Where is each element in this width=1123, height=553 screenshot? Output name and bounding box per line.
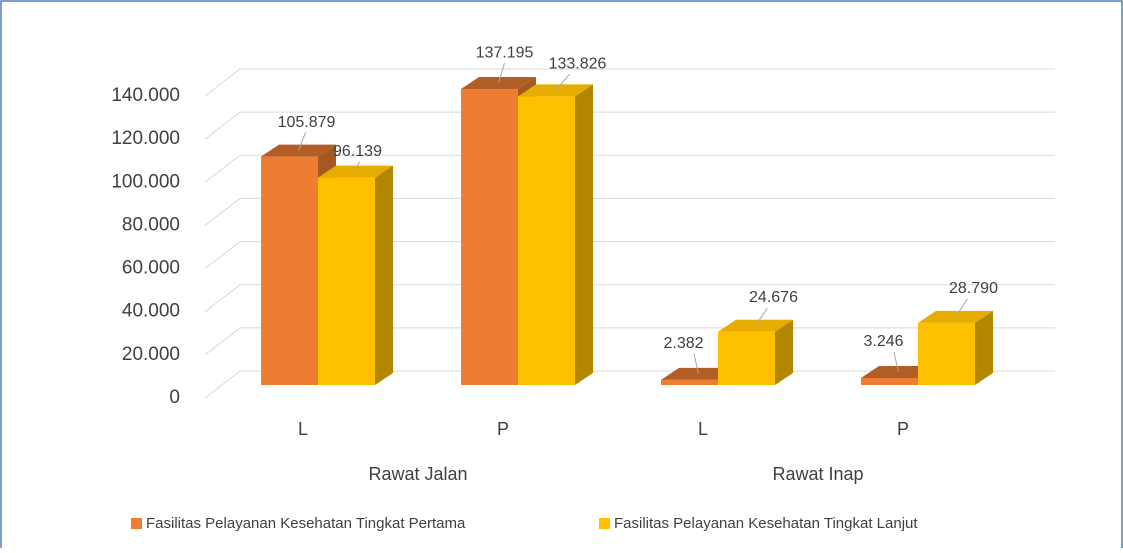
leader-line bbox=[555, 73, 570, 91]
grid-line bbox=[204, 241, 1055, 269]
x-tick-label: L bbox=[298, 419, 308, 439]
bar bbox=[518, 84, 593, 385]
x-tick-label: L bbox=[698, 419, 708, 439]
y-tick-label: 60.000 bbox=[122, 258, 180, 279]
bar-face bbox=[375, 165, 393, 385]
value-label: 105.879 bbox=[278, 114, 336, 131]
value-label: 24.676 bbox=[749, 289, 798, 306]
legend-label: Fasilitas Pelayanan Kesehatan Tingkat Pe… bbox=[146, 515, 466, 532]
leader-line bbox=[693, 353, 699, 374]
y-tick-label: 140.000 bbox=[111, 85, 180, 106]
grid-line bbox=[204, 284, 1055, 313]
bar bbox=[918, 310, 993, 385]
bar-face bbox=[861, 377, 918, 385]
value-label: 137.195 bbox=[476, 44, 534, 61]
y-tick-label: 40.000 bbox=[122, 301, 180, 322]
x-tick-label: P bbox=[897, 419, 909, 439]
bar-face bbox=[575, 84, 593, 385]
value-label: 28.790 bbox=[949, 280, 998, 297]
value-label: 133.826 bbox=[549, 56, 607, 73]
bar-face bbox=[261, 156, 318, 385]
bar-face bbox=[975, 310, 993, 385]
leader-line bbox=[498, 62, 505, 84]
leader-line bbox=[893, 351, 899, 373]
leader-line bbox=[298, 132, 306, 151]
legend-label: Fasilitas Pelayanan Kesehatan Tingkat La… bbox=[614, 515, 918, 532]
bar-face bbox=[718, 331, 775, 385]
value-label: 2.382 bbox=[663, 335, 703, 352]
y-tick-label: 20.000 bbox=[122, 344, 180, 365]
value-label: 3.246 bbox=[863, 333, 903, 350]
y-tick-label: 100.000 bbox=[111, 171, 180, 192]
grid-line bbox=[204, 154, 1055, 183]
bar-face bbox=[775, 319, 793, 385]
leader-line bbox=[955, 298, 968, 318]
legend-swatch bbox=[599, 518, 610, 529]
bar-face bbox=[461, 89, 518, 386]
bar-face bbox=[318, 177, 375, 385]
y-tick-label: 80.000 bbox=[122, 214, 180, 235]
group-label: Rawat Jalan bbox=[368, 464, 467, 484]
leader-line bbox=[755, 307, 768, 327]
grid-line bbox=[204, 68, 1055, 97]
y-tick-label: 120.000 bbox=[111, 128, 180, 149]
legend-swatch bbox=[131, 518, 142, 529]
y-tick-label: 0 bbox=[169, 387, 180, 408]
group-label: Rawat Inap bbox=[772, 464, 863, 484]
grid-line bbox=[204, 197, 1055, 226]
bar bbox=[718, 319, 793, 385]
leader-line bbox=[355, 161, 360, 172]
bar bbox=[318, 165, 393, 385]
x-tick-label: P bbox=[497, 419, 509, 439]
grid-line bbox=[204, 111, 1055, 140]
bar-face bbox=[918, 322, 975, 385]
bar-face bbox=[661, 379, 718, 385]
bar-face bbox=[518, 96, 575, 385]
value-label: 96.139 bbox=[333, 143, 382, 160]
